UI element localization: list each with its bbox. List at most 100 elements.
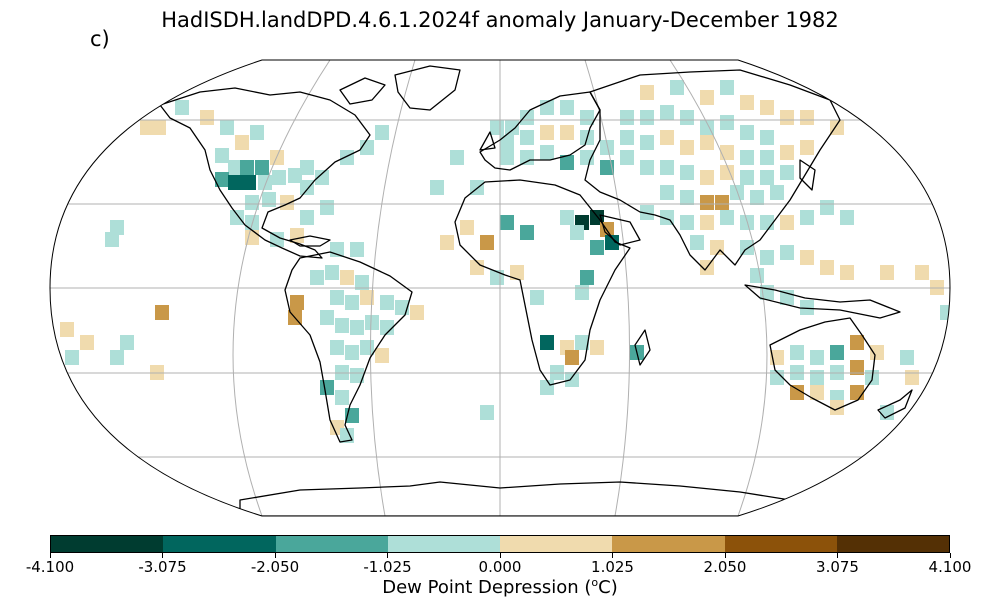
anomaly-cell [245,195,259,210]
anomaly-cell [228,175,242,190]
anomaly-cell [560,125,574,140]
anomaly-cell [670,80,684,95]
anomaly-cell [480,405,494,420]
anomaly-cell [240,160,254,175]
anomaly-cell [880,405,894,420]
anomaly-cell [660,130,674,145]
anomaly-cell [440,235,454,250]
anomaly-cell [760,150,774,165]
anomaly-cell [270,232,284,247]
anomaly-cell [720,115,734,130]
gridlines [50,60,950,516]
anomaly-cell [480,235,494,250]
anomaly-cell [340,428,354,443]
anomaly-cell [272,170,286,185]
colorbar-tick [274,553,276,558]
anomaly-cell [790,345,804,360]
anomaly-cell [840,210,854,225]
anomaly-cell [715,195,729,210]
anomaly-cell [760,250,774,265]
anomaly-cell [810,370,824,385]
anomaly-cell [520,150,534,165]
anomaly-cell [320,200,334,215]
anomaly-cell [850,335,864,350]
anomaly-cell [375,125,389,140]
colorbar-tick [49,553,51,558]
anomaly-cell [580,150,594,165]
anomaly-cell [800,250,814,265]
anomaly-cell [520,225,534,240]
anomaly-cell [355,275,369,290]
anomaly-cell [360,340,374,355]
colorbar-tick-label: 2.050 [703,558,747,576]
anomaly-cell [290,295,304,310]
anomaly-cell [360,290,374,305]
anomaly-cell [350,320,364,335]
anomaly-cell [750,190,764,205]
anomaly-cell [300,160,314,175]
anomaly-cell [780,215,794,230]
colorbar [50,535,950,553]
colorbar-tick-label: -4.100 [25,558,75,576]
anomaly-cell [215,172,229,187]
anomaly-cell [460,220,474,235]
anomaly-cell [520,110,534,125]
anomaly-cell [140,120,154,135]
anomaly-cell [350,368,364,383]
anomaly-cell [830,400,844,415]
anomaly-cell [120,335,134,350]
colorbar-segment [163,536,276,552]
anomaly-cell [620,150,634,165]
anomaly-cell [605,235,619,250]
anomaly-cell [320,310,334,325]
anomaly-cell [330,340,344,355]
globe-outline [49,59,951,517]
anomaly-cell [380,295,394,310]
colorbar-segment [612,536,725,552]
anomaly-cell [760,170,774,185]
anomaly-cell [215,148,229,163]
anomaly-cell [250,125,264,140]
colorbar-tick-label: -3.075 [138,558,187,576]
anomaly-cell [760,215,774,230]
anomaly-cell [280,195,294,210]
map-title: HadISDH.landDPD.4.6.1.2024f anomaly Janu… [161,8,839,32]
colorbar-tick [499,553,501,558]
anomaly-cell [720,165,734,180]
anomaly-cell [335,318,349,333]
anomaly-cell [300,180,314,195]
anomaly-cell [350,242,364,257]
anomaly-cell [258,175,272,190]
anomaly-cell [288,168,302,183]
anomaly-cell [245,230,259,245]
anomaly-cell [790,385,804,400]
anomaly-cell [760,100,774,115]
colorbar-segment [500,536,613,552]
anomaly-cell [800,300,814,315]
anomaly-cell [490,120,504,135]
anomaly-cell [700,90,714,105]
anomaly-cell [780,110,794,125]
anomaly-cell [345,295,359,310]
anomaly-cell [262,192,276,207]
colorbar-tick-label: -1.025 [363,558,412,576]
anomaly-cell [740,170,754,185]
anomaly-cell [575,285,589,300]
colorbar-tick-label: 0.000 [478,558,522,576]
anomaly-cell [700,170,714,185]
colorbar-tick [387,553,388,558]
anomaly-cell [575,335,589,350]
anomaly-cell [505,120,519,135]
anomaly-cell [680,165,694,180]
anomaly-cell [580,110,594,125]
anomaly-cell [365,315,379,330]
anomaly-cell [780,165,794,180]
anomaly-cell [450,150,464,165]
anomaly-cell [110,220,124,235]
anomaly-cell [375,348,389,363]
anomaly-cell [228,160,242,175]
anomaly-cell [590,240,604,255]
anomaly-cell [680,110,694,125]
anomaly-cell [175,100,189,115]
anomaly-cell [680,215,694,230]
